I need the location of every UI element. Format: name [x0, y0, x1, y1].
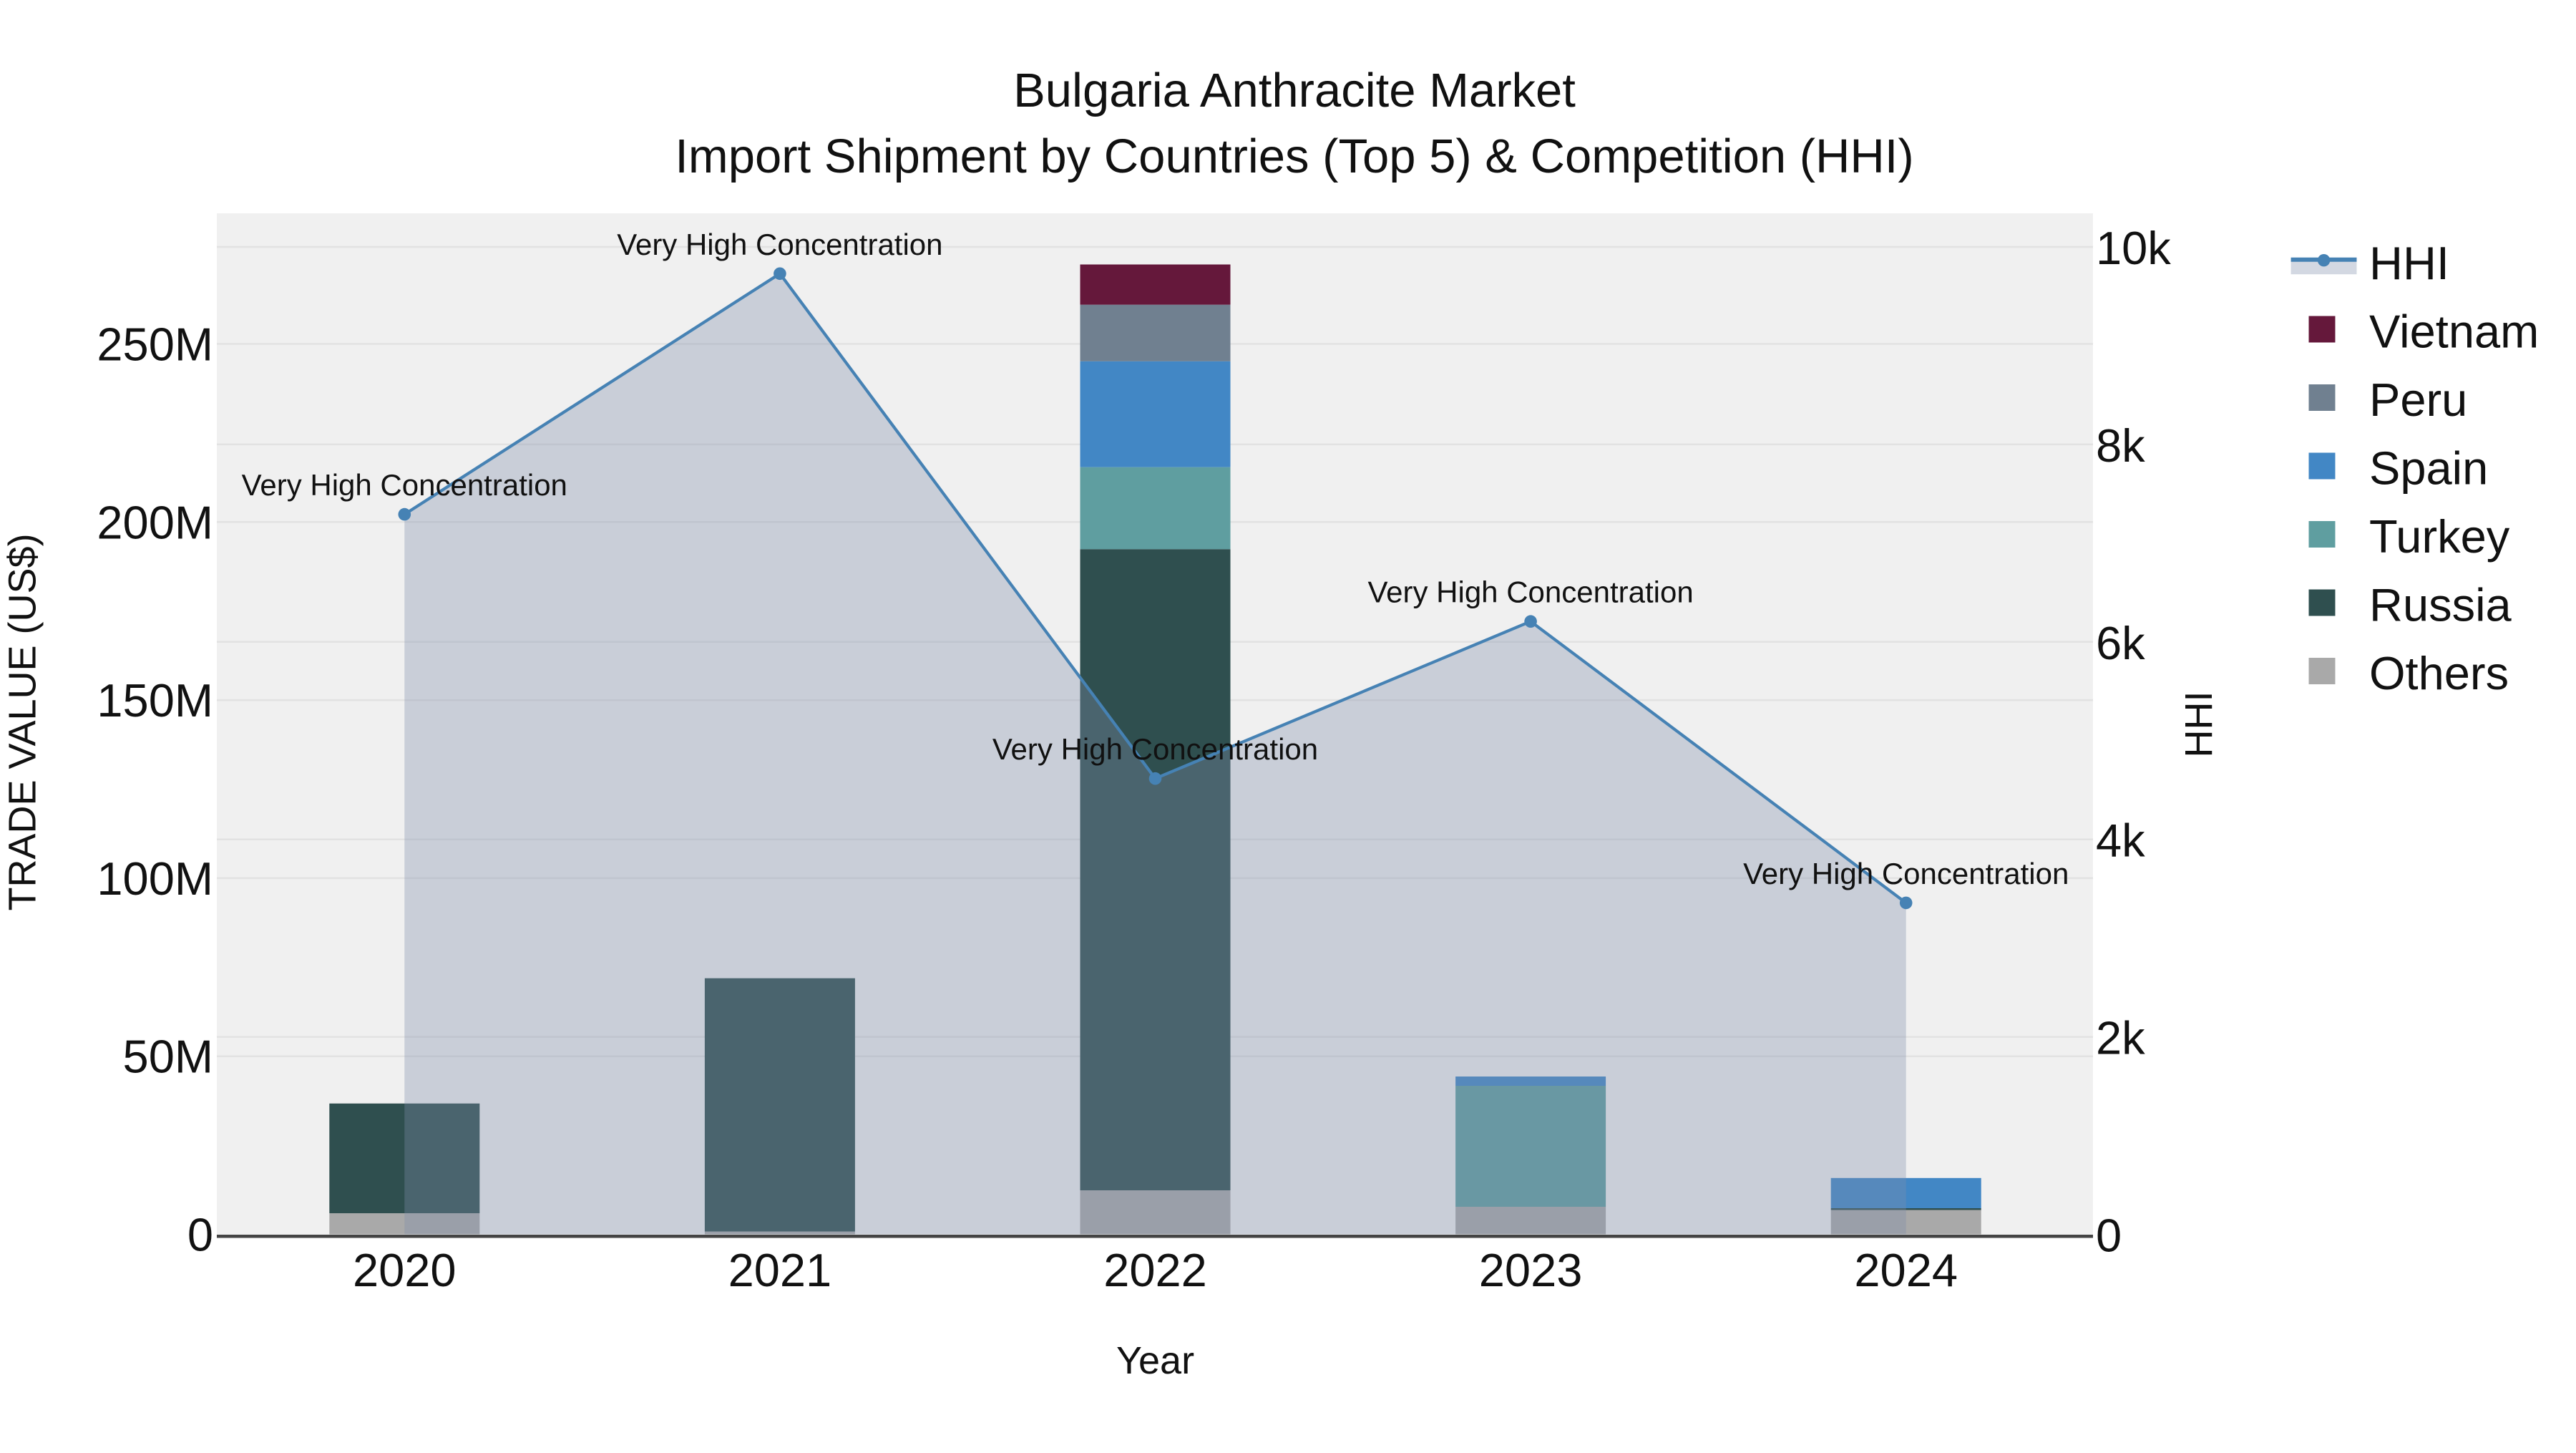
svg-text:Turkey: Turkey: [2369, 510, 2510, 563]
svg-text:4k: 4k: [2096, 815, 2145, 867]
svg-text:Russia: Russia: [2369, 579, 2512, 631]
svg-text:250M: 250M: [97, 319, 213, 371]
svg-text:Very High Concentration: Very High Concentration: [242, 468, 567, 502]
svg-text:Very High Concentration: Very High Concentration: [1743, 857, 2069, 890]
svg-text:6k: 6k: [2096, 617, 2145, 669]
svg-text:0: 0: [187, 1209, 213, 1261]
svg-text:2022: 2022: [1103, 1244, 1207, 1296]
svg-text:Bulgaria Anthracite Market: Bulgaria Anthracite Market: [1013, 64, 1576, 117]
svg-text:Peru: Peru: [2369, 374, 2467, 426]
svg-text:50M: 50M: [123, 1031, 213, 1083]
svg-text:Very High Concentration: Very High Concentration: [1367, 575, 1693, 609]
svg-text:2020: 2020: [353, 1244, 457, 1296]
svg-text:Others: Others: [2369, 647, 2509, 699]
svg-text:Very High Concentration: Very High Concentration: [617, 228, 942, 261]
svg-text:2023: 2023: [1479, 1244, 1583, 1296]
svg-text:Spain: Spain: [2369, 442, 2488, 495]
svg-text:8k: 8k: [2096, 419, 2145, 472]
svg-text:10k: 10k: [2096, 222, 2171, 274]
svg-text:150M: 150M: [97, 674, 213, 726]
svg-text:2024: 2024: [1854, 1244, 1958, 1296]
svg-text:Very High Concentration: Very High Concentration: [992, 732, 1318, 766]
svg-text:Import Shipment by Countries (: Import Shipment by Countries (Top 5) & C…: [675, 130, 1913, 183]
svg-text:200M: 200M: [97, 496, 213, 548]
svg-text:100M: 100M: [97, 852, 213, 905]
svg-text:2021: 2021: [728, 1244, 832, 1296]
svg-text:Year: Year: [1116, 1339, 1194, 1382]
svg-text:HHI: HHI: [2369, 237, 2449, 289]
svg-text:2k: 2k: [2096, 1012, 2145, 1064]
svg-text:TRADE VALUE (US$): TRADE VALUE (US$): [1, 533, 44, 910]
svg-text:HHI: HHI: [2177, 691, 2220, 758]
svg-text:Vietnam: Vietnam: [2369, 306, 2539, 358]
svg-text:0: 0: [2096, 1210, 2122, 1262]
